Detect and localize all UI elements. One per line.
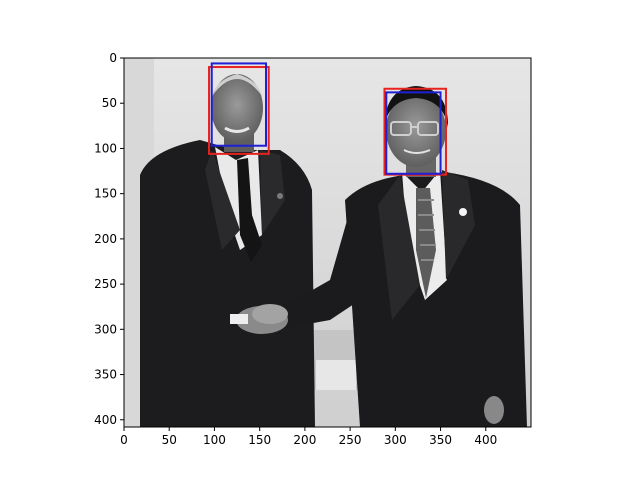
x-axis: 0 50 100 150 200 250 300 350 400 bbox=[120, 427, 497, 447]
face-bounding-box bbox=[385, 91, 442, 175]
y-tick-label: 100 bbox=[94, 141, 117, 155]
photo bbox=[124, 58, 531, 427]
y-tick-label: 50 bbox=[102, 96, 117, 110]
right-person bbox=[270, 86, 527, 427]
y-tick-label: 0 bbox=[109, 51, 117, 65]
x-tick-label: 100 bbox=[203, 433, 226, 447]
hand bbox=[484, 396, 504, 424]
bounding-boxes bbox=[208, 62, 447, 176]
x-tick-label: 200 bbox=[293, 433, 316, 447]
x-tick-label: 250 bbox=[339, 433, 362, 447]
y-tick-label: 200 bbox=[94, 232, 117, 246]
y-tick-label: 300 bbox=[94, 322, 117, 336]
x-tick-label: 300 bbox=[384, 433, 407, 447]
x-tick-label: 0 bbox=[120, 433, 128, 447]
x-tick-label: 350 bbox=[429, 433, 452, 447]
y-tick-label: 400 bbox=[94, 413, 117, 427]
x-tick-label: 400 bbox=[474, 433, 497, 447]
y-tick-label: 150 bbox=[94, 187, 117, 201]
x-tick-label: 50 bbox=[162, 433, 177, 447]
x-tick-label: 150 bbox=[248, 433, 271, 447]
y-axis: 0 50 100 150 200 250 300 350 400 bbox=[94, 51, 124, 427]
face-bounding-box bbox=[208, 66, 270, 155]
axes-frame bbox=[123, 57, 532, 428]
left-person bbox=[140, 74, 315, 427]
y-tick-label: 250 bbox=[94, 277, 117, 291]
y-tick-label: 350 bbox=[94, 368, 117, 382]
handshake bbox=[230, 304, 288, 334]
face-bounding-box bbox=[210, 62, 267, 147]
